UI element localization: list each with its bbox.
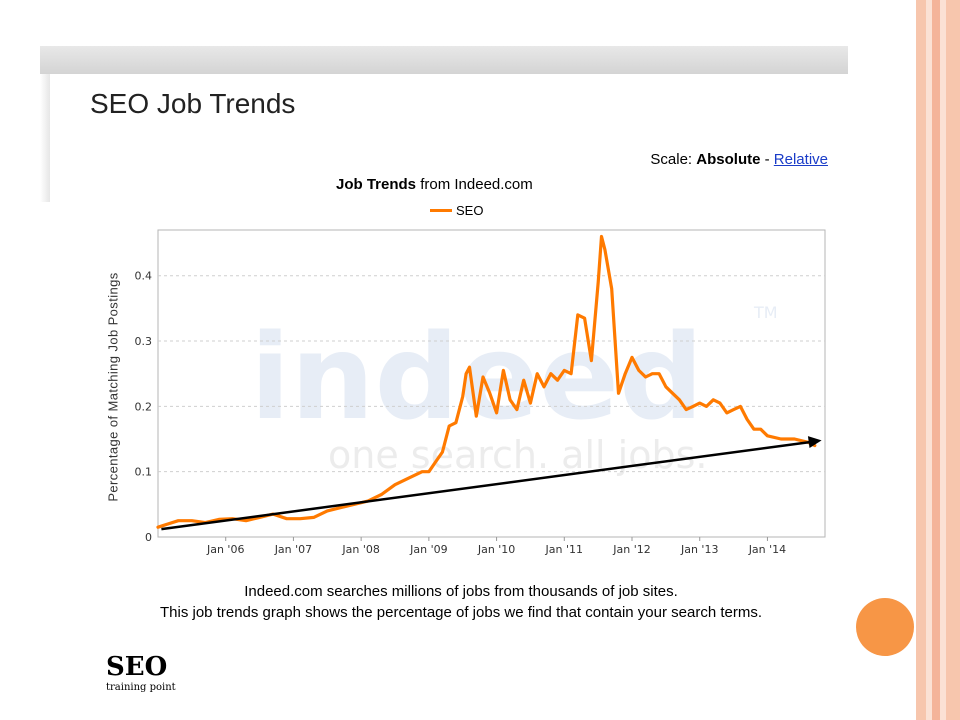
x-tick-label: Jan '09 — [409, 543, 447, 556]
screenshot-top-bar — [40, 46, 848, 74]
footer-line-2: This job trends graph shows the percenta… — [160, 604, 762, 621]
watermark-tm: TM — [753, 303, 778, 322]
x-tick-label: Jan '11 — [545, 543, 583, 556]
x-tick-label: Jan '06 — [206, 543, 244, 556]
logo-text: SEO — [106, 652, 168, 682]
legend-swatch-seo — [430, 209, 452, 212]
scale-absolute: Absolute — [696, 151, 761, 168]
slide-decoration-circle — [856, 598, 914, 656]
trend-arrow-line — [161, 440, 812, 531]
trend-arrow-head — [807, 436, 822, 449]
logo-subtitle: training point — [106, 682, 176, 693]
x-tick-label: Jan '07 — [274, 543, 312, 556]
watermark-logo: indeed — [250, 308, 703, 446]
y-tick-label: 0.3 — [135, 335, 153, 348]
footer-line-1: Indeed.com searches millions of jobs fro… — [244, 583, 678, 600]
legend-label-seo: SEO — [456, 203, 484, 218]
x-tick-label: Jan '08 — [341, 543, 379, 556]
x-tick-label: Jan '12 — [612, 543, 650, 556]
x-tick-label: Jan '14 — [748, 543, 786, 556]
chart-title-bold: Job Trends — [336, 176, 417, 193]
x-tick-label: Jan '10 — [477, 543, 515, 556]
series-line-seo — [156, 234, 817, 529]
y-tick-label: 0.2 — [135, 400, 153, 413]
chart-title-rest: from Indeed.com — [420, 176, 533, 193]
scale-selector: Scale: Absolute - Relative — [650, 151, 828, 168]
x-tick-label: Jan '13 — [680, 543, 718, 556]
chart-legend: SEO — [430, 203, 483, 218]
slide-right-border — [916, 0, 960, 720]
scale-separator: - — [764, 151, 770, 168]
chart-title: Job Trends from Indeed.com — [336, 176, 533, 193]
scale-relative-link[interactable]: Relative — [773, 151, 828, 168]
seo-training-point-logo: SEO training point — [106, 654, 176, 693]
y-tick-label: 0 — [145, 531, 152, 544]
page-title: SEO Job Trends — [90, 88, 296, 119]
y-tick-label: 0.1 — [135, 466, 153, 479]
scale-label: Scale: — [650, 151, 693, 168]
screenshot-left-edge — [40, 74, 50, 202]
y-tick-label: 0.4 — [135, 270, 153, 283]
indeed-watermark: indeed TM one search. all jobs. — [250, 303, 778, 477]
watermark-tagline: one search. all jobs. — [328, 433, 707, 477]
